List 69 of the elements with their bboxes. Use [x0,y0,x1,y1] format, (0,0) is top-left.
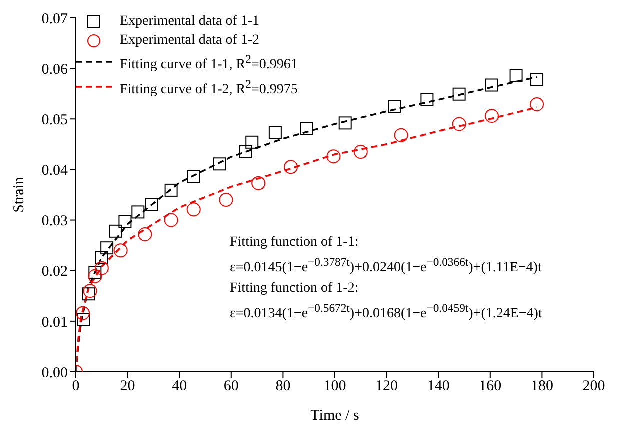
point [530,73,544,86]
point [118,215,132,228]
annotation: Fitting function of 1-2: [230,280,360,298]
point [138,227,152,242]
point [145,198,158,212]
y-tick-label: 0.05 [42,112,68,128]
x-tick-label: 160 [479,378,502,395]
point [187,170,200,184]
point [246,136,259,149]
annotation: Fitting function of 1-1: [230,234,360,252]
x-tick-label: 40 [172,378,188,395]
y-tick-label: 0.06 [42,62,68,78]
x-tick-label: 100 [324,378,346,395]
point [100,242,114,255]
x-tick-label: 120 [376,378,398,395]
point [219,193,234,208]
point [394,128,408,142]
point [76,306,90,320]
x-tick-label: 200 [582,378,606,395]
point [83,284,98,298]
x-tick-label: 180 [530,378,554,395]
point [164,184,178,197]
point [452,88,466,101]
point [452,117,466,132]
y-tick-label: 0.03 [42,214,68,230]
x-tick-label: 140 [427,378,450,395]
y-tick-label: 0.07 [42,11,68,28]
point [284,160,298,174]
point [530,97,544,112]
point [88,266,102,280]
point [164,213,178,228]
point [510,69,523,82]
point [132,206,145,219]
legend-label: Fitting curve of 1-1, R$^{2}$=0.9961 [120,52,298,75]
point [213,158,226,171]
y-tick-label: 0.02 [42,264,68,280]
point [388,100,402,113]
point [239,146,252,159]
point [88,269,102,284]
point [186,202,201,217]
point [338,116,352,130]
point [354,145,368,160]
x-tick-label: 80 [276,378,291,395]
point [485,78,498,92]
y-tick-label: 0.04 [42,163,68,180]
point [484,109,499,124]
legend-label: Fitting curve of 1-2, R$^{2}$=0.9975 [120,76,298,100]
annotation: ε=0.0134(1−e$^{−0.5672t}$)+0.0168(1−e$^{−0.0459t}$)+(1.24E−4)t [230,300,542,324]
point [268,126,282,140]
legend-label: Experimental data of 1-1 [120,13,260,31]
point [420,93,434,106]
point [252,176,266,190]
x-tick-label: 60 [224,378,239,395]
point [77,313,90,326]
point [82,288,96,301]
y-axis-title: Strain [11,176,28,213]
x-tick-label: 0 [72,378,80,395]
y-tick-label: 0.00 [42,365,68,382]
point [300,122,314,136]
x-axis-title: Time / s [310,408,360,424]
x-tick-label: 20 [120,378,136,395]
y-tick-label: 0.01 [42,314,68,331]
point [95,251,108,264]
point [114,244,128,258]
annotation: ε=0.0145(1−e$^{−0.3787t}$)+0.0240(1−e$^{−0.0366t}$)+(1.11E−4)t [230,255,542,278]
point [326,150,341,164]
point [94,261,109,276]
legend-label: Experimental data of 1-2 [120,32,260,50]
point [109,224,122,238]
